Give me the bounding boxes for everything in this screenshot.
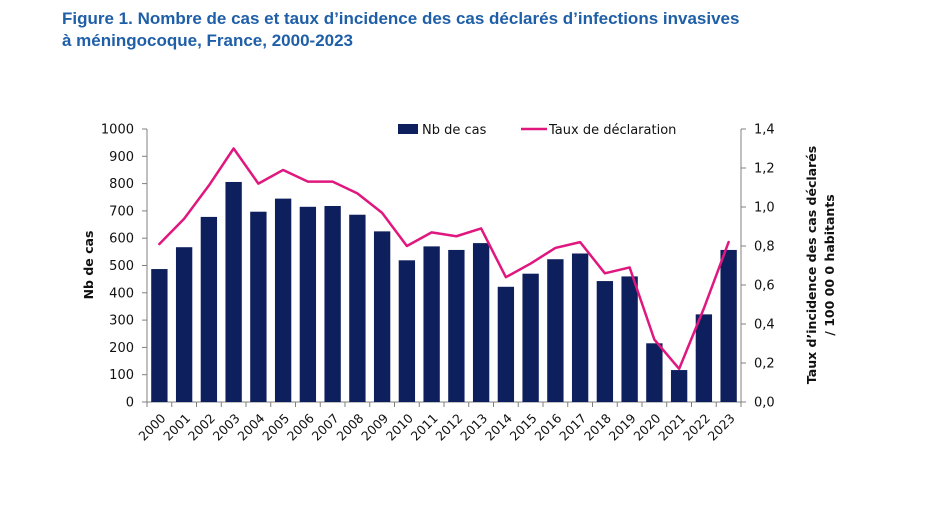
y-axis-right-title-line1: Taux d’incidence des cas déclarés [804,146,819,384]
bar [571,253,589,402]
y-axis-right-tick-label: 0,8 [754,240,775,255]
x-axis-tick-label: 2004 [234,410,267,443]
x-axis-tick-label: 2011 [408,411,441,444]
bar [448,249,465,402]
x-axis-tick-label: 2023 [705,411,738,444]
bar [522,273,539,402]
legend: Nb de cas Taux de déclaration [398,123,676,138]
bar [472,243,490,402]
x-axis-tick-label: 2009 [358,410,391,443]
figure-title-line2: à méningocoque, France, 2000-2023 [62,31,354,50]
bar [151,269,168,402]
bar [274,198,292,402]
bar-series [151,181,737,402]
y-axis-left-tick-label: 100 [109,368,134,383]
x-axis-tick-label: 2019 [606,410,639,443]
y-axis-left-tick-label: 600 [109,232,134,247]
y-axis-right-tick-label: 1,0 [754,201,775,216]
bar [497,286,515,402]
x-axis-tick-label: 2017 [556,411,589,444]
bar [175,247,193,402]
x-axis-tick-label: 2000 [135,410,168,443]
bar [250,211,267,402]
left-axis: 0 100 200 300 400 500 600 700 800 900 1000 [101,123,148,411]
x-axis-tick-label: 2007 [309,411,342,444]
y-axis-left-tick-label: 400 [109,286,134,301]
bar [200,216,218,402]
y-axis-left-tick-label: 1000 [101,123,134,138]
bar [349,214,366,402]
x-axis-tick-label: 2008 [333,410,366,443]
y-axis-left-tick-label: 0 [126,396,134,411]
y-axis-right-tick-label: 0,4 [754,318,775,333]
bar [596,281,614,402]
bar [225,181,242,402]
x-axis-tick-label: 2012 [432,411,465,444]
bar [621,276,638,402]
y-axis-right-tick-label: 0,0 [754,396,775,411]
x-axis-tick-label: 2013 [457,411,490,444]
bar [373,231,391,402]
x-axis-tick-label: 2002 [185,411,218,444]
y-axis-left-tick-label: 300 [109,314,134,329]
bar [324,205,341,402]
bar [720,249,737,402]
y-axis-right-tick-label: 1,2 [754,162,775,177]
x-axis-tick-label: 2016 [531,410,564,443]
y-axis-right-tick-label: 1,4 [754,123,775,138]
y-axis-left-tick-label: 700 [109,204,134,219]
y-axis-right-title-line2: / 100 00 0 habitants [822,194,837,335]
legend-swatch-bars [398,124,418,134]
x-axis-tick-label: 2021 [655,411,688,444]
bar [547,259,564,402]
x-axis-tick-label: 2022 [680,411,713,444]
x-axis-tick-label: 2006 [284,410,317,443]
x-axis: 2000200120022003200420052006200720082009… [135,401,742,444]
y-axis-right-tick-label: 0,6 [754,279,775,294]
bar [398,260,416,402]
incidence-rate-line [158,147,730,371]
right-axis: 0,0 0,2 0,4 0,6 0,8 1,0 1,2 1,4 [740,123,775,411]
x-axis-tick-label: 2018 [581,410,614,443]
x-axis-tick-label: 2010 [383,410,416,443]
bar [695,314,713,402]
legend-label-bars: Nb de cas [422,123,487,138]
x-axis-tick-label: 2003 [210,411,243,444]
figure-title-line1: Figure 1. Nombre de cas et taux d’incide… [62,9,740,28]
legend-label-line: Taux de déclaration [548,123,676,138]
bar [299,206,317,402]
y-axis-left-tick-label: 500 [109,259,134,274]
figure-title: Figure 1. Nombre de cas et taux d’incide… [62,8,822,52]
y-axis-left-title: Nb de cas [81,231,96,300]
x-axis-tick-label: 2020 [630,410,663,443]
x-axis-tick-label: 2015 [507,411,540,444]
x-axis-tick-label: 2005 [259,411,292,444]
x-axis-tick-label: 2001 [160,411,193,444]
y-axis-left-tick-label: 200 [109,341,134,356]
y-axis-left-tick-label: 900 [109,150,134,165]
line-series [158,147,730,371]
y-axis-left-tick-label: 800 [109,177,134,192]
bar [670,370,688,402]
bar [423,246,440,402]
y-axis-right-tick-label: 0,2 [754,357,775,372]
x-axis-tick-label: 2014 [482,410,515,443]
bar [646,343,663,402]
